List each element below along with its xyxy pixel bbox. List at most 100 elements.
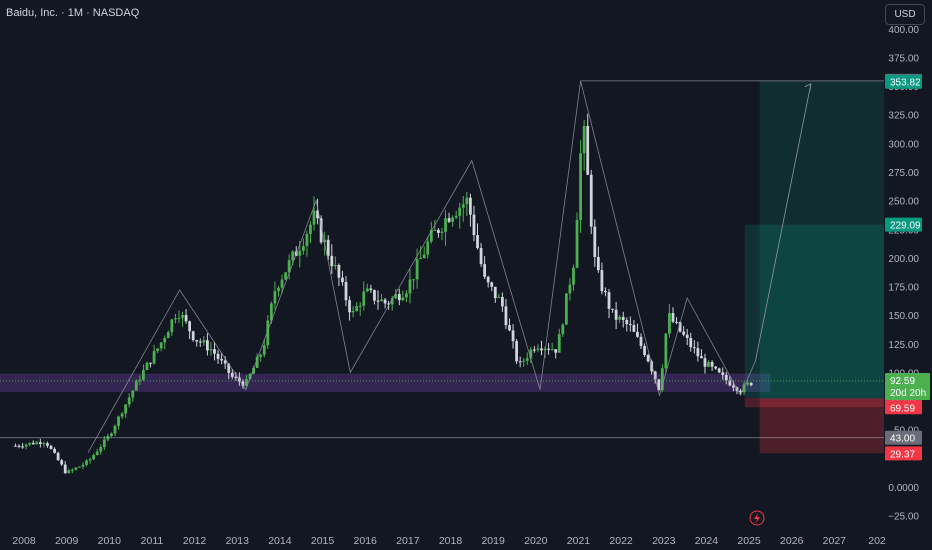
candle-body bbox=[31, 442, 35, 445]
candle-body bbox=[522, 360, 526, 362]
candle-body bbox=[376, 300, 380, 302]
current-price-box bbox=[885, 372, 930, 400]
candle-body bbox=[554, 349, 558, 353]
candle-body bbox=[675, 321, 678, 323]
x-tick-label: 2008 bbox=[12, 535, 36, 547]
candle-body bbox=[209, 349, 213, 351]
candle-body bbox=[85, 460, 88, 465]
candle-body bbox=[110, 433, 113, 437]
candle-body bbox=[646, 355, 650, 362]
candle-body bbox=[582, 125, 586, 154]
candle-body bbox=[60, 460, 64, 465]
candle-body bbox=[557, 334, 561, 353]
candle-body bbox=[319, 218, 323, 243]
candle-body bbox=[692, 347, 696, 349]
candle-body bbox=[614, 309, 618, 320]
x-tick-label: 2011 bbox=[141, 535, 164, 547]
y-tick-label: 300.00 bbox=[888, 139, 919, 150]
long-position-stop-zone bbox=[759, 398, 884, 454]
candle-body bbox=[252, 367, 255, 374]
candle-body bbox=[742, 384, 746, 393]
candle-body bbox=[134, 380, 138, 391]
candle-body bbox=[625, 319, 629, 325]
candle-body bbox=[465, 197, 469, 205]
candle-body bbox=[46, 443, 49, 446]
candle-body bbox=[643, 346, 646, 356]
candle-body bbox=[344, 282, 348, 301]
candle-body bbox=[518, 361, 522, 363]
candle-body bbox=[732, 385, 735, 388]
candle-body bbox=[191, 331, 195, 341]
candle-body bbox=[280, 279, 284, 288]
candle-body bbox=[746, 382, 750, 385]
currency-button[interactable]: USD bbox=[885, 4, 925, 25]
candle-body bbox=[117, 416, 120, 426]
candle-body bbox=[589, 174, 593, 227]
candle-body bbox=[749, 382, 753, 386]
candle-body bbox=[277, 287, 280, 292]
extras bbox=[749, 510, 765, 526]
candle-body bbox=[529, 349, 533, 359]
candle-body bbox=[632, 325, 636, 332]
candle-body bbox=[113, 425, 117, 434]
x-tick-label: 202 bbox=[868, 535, 886, 547]
candle-body bbox=[493, 286, 497, 299]
candle-body bbox=[21, 446, 24, 448]
candle-body bbox=[326, 239, 330, 256]
candle-body bbox=[458, 207, 462, 216]
candle-body bbox=[476, 235, 479, 249]
x-tick-label: 2023 bbox=[652, 535, 676, 547]
y-tick-label: −25.00 bbox=[888, 512, 919, 523]
x-tick-label: 2015 bbox=[311, 535, 335, 547]
candle-body bbox=[70, 469, 74, 471]
candle-body bbox=[287, 260, 291, 273]
y-tick-label: 275.00 bbox=[888, 168, 919, 179]
candle-body bbox=[67, 470, 71, 474]
candle-body bbox=[131, 390, 135, 398]
candle-body bbox=[351, 310, 355, 313]
candle-body bbox=[653, 371, 657, 380]
y-tick-label: 375.00 bbox=[888, 53, 919, 64]
candle-body bbox=[397, 294, 401, 301]
long-position-stop-zone bbox=[744, 397, 884, 408]
candle-body bbox=[195, 340, 199, 342]
candle-body bbox=[739, 390, 742, 393]
long-position-profit-zone bbox=[759, 80, 884, 399]
level-label-bg bbox=[885, 430, 922, 445]
candle-body bbox=[362, 291, 366, 306]
candle-body bbox=[248, 373, 252, 379]
candle-body bbox=[451, 217, 455, 222]
candle-body bbox=[422, 254, 426, 258]
candle-body bbox=[636, 331, 639, 337]
candle-body bbox=[312, 210, 316, 225]
candle-body bbox=[266, 320, 270, 346]
x-tick-label: 2010 bbox=[98, 535, 122, 547]
candle-body bbox=[259, 354, 263, 357]
candle-body bbox=[166, 332, 170, 339]
candle-body bbox=[469, 197, 472, 215]
candle-body bbox=[454, 215, 458, 218]
level-label: 353.82 bbox=[890, 78, 921, 89]
candle-body bbox=[611, 308, 614, 310]
candle-body bbox=[337, 264, 341, 278]
candles bbox=[14, 113, 753, 474]
candle-body bbox=[550, 349, 554, 351]
time-axis[interactable]: 2008 2009 2010 2011 2012 2013 2014 2015 2016 2017… bbox=[12, 535, 886, 547]
level-label: 229.09 bbox=[890, 221, 921, 232]
candle-body bbox=[618, 316, 622, 320]
candle-body bbox=[504, 306, 508, 326]
y-tick-label: 125.00 bbox=[888, 340, 919, 351]
candle-body bbox=[497, 296, 501, 299]
candle-body bbox=[689, 337, 693, 348]
candle-body bbox=[596, 256, 600, 271]
candle-body bbox=[92, 454, 96, 460]
candle-body bbox=[515, 341, 519, 362]
candle-body bbox=[668, 313, 671, 334]
candle-body bbox=[728, 380, 732, 386]
candle-body bbox=[621, 316, 625, 320]
candle-body bbox=[241, 381, 245, 386]
candle-body bbox=[28, 442, 32, 445]
candle-body bbox=[540, 348, 543, 351]
candle-body bbox=[188, 321, 192, 332]
